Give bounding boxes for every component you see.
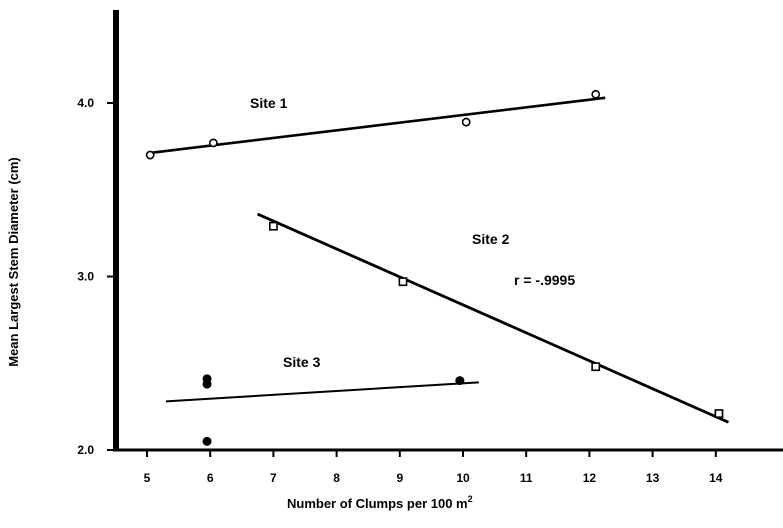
site-labels: Site 1 Site 2 r = -.9995 Site 3: [250, 95, 575, 370]
ticks: [107, 102, 717, 457]
y-tick-label: 3.0: [77, 270, 94, 284]
site-1-point: [208, 138, 218, 148]
x-axis-label-superscript: 2: [468, 494, 473, 504]
fit-lines: [146, 96, 730, 424]
site-2-r-annotation: r = -.9995: [514, 272, 575, 288]
site-3-label: Site 3: [283, 354, 321, 370]
x-tick-label: 11: [520, 471, 533, 485]
site-1-fit-line: [146, 96, 606, 155]
x-tick-label: 5: [144, 471, 151, 485]
x-tick-label: 6: [207, 471, 214, 485]
x-tick-label: 10: [456, 471, 470, 485]
x-tick-label: 14: [709, 471, 723, 485]
site-2-point: [591, 362, 601, 372]
tick-labels: 5 6 7 8 9 10 11 12 13 14 2.0 3.0 4.0: [77, 96, 722, 485]
site-1-point: [461, 117, 471, 127]
y-tick-label: 2.0: [77, 443, 94, 457]
site-2-point: [714, 409, 724, 418]
x-axis-label: Number of Clumps per 100 m2: [287, 494, 473, 511]
site-3-point: [202, 436, 212, 446]
axes: [113, 10, 783, 452]
site-1-point: [591, 89, 601, 99]
site-2-label: Site 2: [472, 231, 510, 247]
site-3-point: [202, 379, 212, 389]
x-tick-label: 8: [333, 471, 340, 485]
site-3-point: [455, 376, 465, 386]
site-2-fit-line: [257, 212, 730, 424]
x-tick-label: 7: [270, 471, 277, 485]
site-2-point: [268, 221, 278, 231]
site-1-label: Site 1: [250, 95, 288, 111]
site-1-point: [145, 150, 155, 160]
markers: [145, 89, 724, 446]
site-2-point: [398, 277, 408, 287]
y-tick-label: 4.0: [77, 96, 94, 110]
x-tick-label: 12: [583, 471, 597, 485]
x-tick-label: 9: [396, 471, 403, 485]
site-3-fit-line: [165, 381, 479, 403]
x-tick-label: 13: [646, 471, 660, 485]
y-axis-label: Mean Largest Stem Diameter (cm): [6, 157, 21, 367]
